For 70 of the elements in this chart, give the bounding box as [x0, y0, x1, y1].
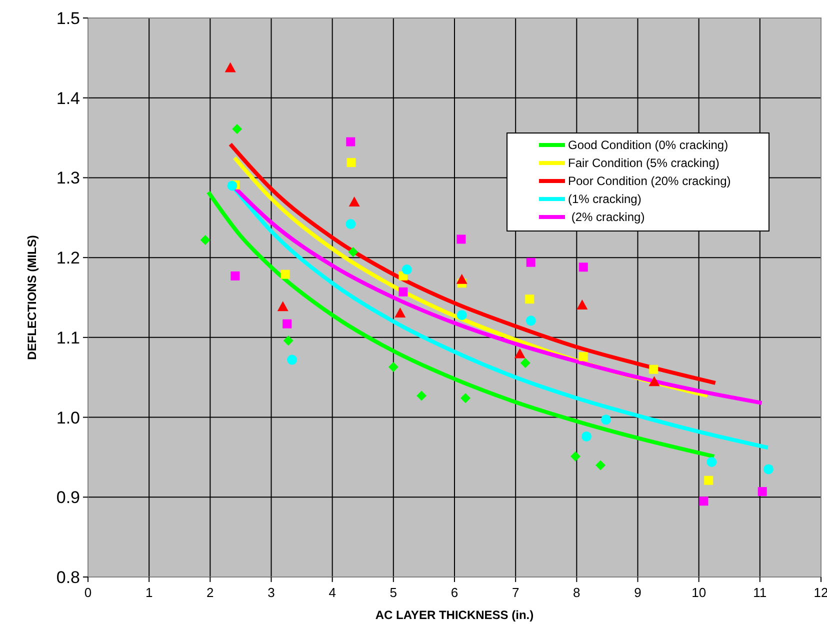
y-tick-label: 1.1: [56, 328, 80, 348]
point: [520, 358, 530, 368]
x-tick-label: 4: [328, 585, 336, 600]
point: [758, 487, 767, 496]
point: [282, 319, 292, 328]
point: [595, 460, 606, 470]
point: [600, 414, 611, 425]
x-tick-label: 7: [512, 585, 520, 600]
legend-label: (2% cracking): [568, 210, 645, 224]
x-axis-title: AC LAYER THICKNESS (in.): [375, 608, 534, 622]
point: [388, 362, 398, 372]
point: [280, 270, 290, 279]
point: [348, 196, 360, 206]
point: [648, 376, 660, 386]
point: [224, 62, 236, 72]
y-tick-label: 1.2: [56, 248, 80, 268]
point: [581, 431, 592, 442]
point: [526, 258, 536, 267]
y-tick-label: 1.4: [56, 88, 80, 108]
x-tick-label: 8: [573, 585, 580, 600]
y-tick-label: 0.8: [56, 568, 80, 587]
point: [763, 464, 774, 474]
point: [704, 476, 714, 485]
point: [402, 264, 412, 275]
point: [578, 262, 588, 272]
point: [456, 234, 466, 244]
y-tick-label: 1.3: [56, 168, 80, 188]
point: [283, 336, 294, 346]
x-tick-label: 10: [692, 585, 706, 600]
point: [394, 307, 406, 318]
point: [287, 354, 298, 365]
point: [649, 364, 658, 374]
x-tick-label: 2: [206, 585, 214, 600]
point: [232, 124, 242, 134]
point: [200, 235, 210, 246]
x-tick-label: 11: [753, 585, 767, 600]
legend-label: Poor Condition (20% cracking): [568, 174, 731, 188]
point: [398, 287, 408, 296]
point: [456, 310, 467, 320]
y-tick-label: 1.5: [56, 9, 80, 28]
point: [227, 180, 238, 191]
point: [230, 271, 240, 280]
legend-label: Fair Condition (5% cracking): [568, 156, 720, 170]
point: [514, 348, 526, 358]
x-tick-label: 3: [268, 585, 275, 600]
point: [348, 246, 358, 257]
point: [346, 158, 356, 168]
y-tick-label: 1.0: [56, 408, 80, 428]
point: [346, 219, 356, 230]
point: [456, 274, 468, 284]
point: [525, 294, 534, 304]
x-tick-label: 6: [450, 585, 458, 600]
point: [706, 457, 717, 468]
legend-label: (1% cracking): [568, 192, 642, 206]
x-tick-label: 0: [84, 585, 92, 600]
y-axis-title: DEFLECTIONS (MILS): [25, 235, 39, 360]
point: [460, 393, 470, 404]
point: [570, 451, 580, 462]
point: [416, 390, 427, 401]
x-tick-label: 5: [390, 585, 398, 600]
legend-label: Good Condition (0% cracking): [568, 138, 728, 152]
point: [346, 137, 356, 146]
point: [526, 316, 536, 326]
point: [578, 352, 588, 362]
point: [699, 496, 708, 506]
point: [576, 299, 588, 310]
y-tick-label: 0.9: [56, 488, 80, 508]
point: [277, 301, 288, 312]
x-tick-label: 9: [634, 585, 642, 600]
x-tick-label: 1: [145, 585, 153, 600]
